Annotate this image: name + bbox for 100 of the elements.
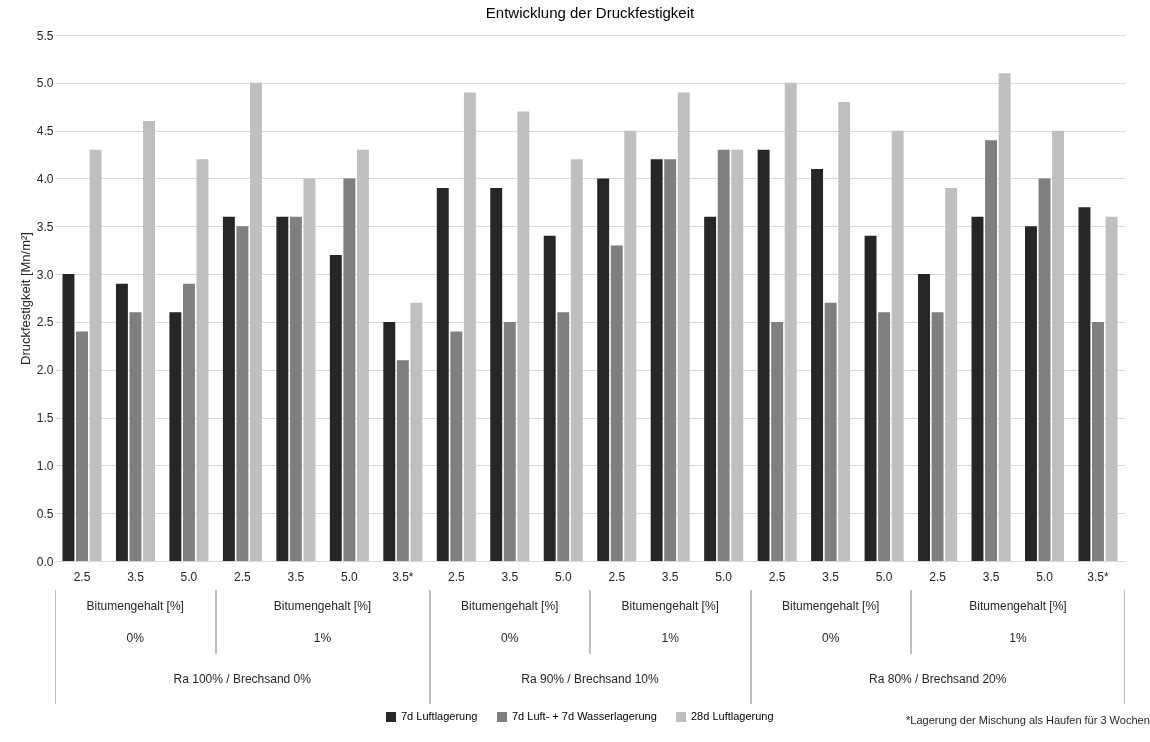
bar — [650, 159, 663, 561]
bar — [543, 235, 556, 561]
bar — [89, 149, 102, 561]
bar — [1105, 216, 1118, 561]
legend-label: 7d Luftlagerung — [401, 710, 478, 722]
x-tick-label: 3.5* — [1087, 569, 1109, 584]
x-tick-label: 3.5 — [982, 569, 1000, 584]
x-tick-label: 3.5 — [822, 569, 840, 584]
bar — [771, 321, 784, 561]
y-tick-label: 3.5 — [36, 219, 54, 234]
bar — [303, 178, 316, 561]
chart-title: Entwicklung der Druckfestigkeit — [485, 4, 696, 21]
x-tick-label: 2.5 — [768, 569, 786, 584]
bar — [624, 130, 637, 561]
text: *Lagerung der Mischung als Haufen für 3 Wochen — [906, 714, 1150, 726]
y-tick-label: 3.0 — [36, 267, 54, 282]
bar — [196, 159, 209, 561]
bar — [76, 331, 88, 561]
bar — [717, 149, 730, 561]
bar — [289, 216, 302, 561]
bar — [129, 312, 142, 561]
x-tick-label: 5.0 — [1036, 569, 1054, 584]
bar — [410, 302, 423, 561]
x-tick-label: 2.5 — [447, 569, 465, 584]
text: 0% — [55, 622, 216, 654]
bar — [490, 188, 503, 561]
text: Bitumengehalt [%] — [215, 590, 430, 622]
bar — [704, 216, 717, 561]
x-tick-label: 2.5 — [929, 569, 947, 584]
y-tick-label: 1.5 — [36, 411, 54, 426]
text: Ra 90% / Brechsand 10% — [429, 654, 751, 704]
bar — [757, 149, 770, 561]
bar — [824, 302, 837, 561]
text: Bitumengehalt [%] — [911, 590, 1125, 622]
text: Bitumengehalt [%] — [55, 590, 216, 622]
bar — [971, 216, 984, 561]
bar — [517, 111, 530, 561]
y-tick-label: 0.0 — [36, 554, 54, 569]
y-axis-title: Druckfestigkeit [Mn/m²] — [17, 232, 33, 365]
bar — [276, 216, 289, 561]
bar — [383, 321, 396, 561]
x-tick-label: 5.0 — [180, 569, 198, 584]
bar — [1078, 207, 1091, 561]
bar — [998, 73, 1011, 561]
bar — [878, 312, 891, 561]
text: Bitumengehalt [%] — [590, 590, 751, 622]
bar — [811, 168, 824, 561]
y-tick-label: 4.0 — [36, 171, 54, 186]
bar — [503, 321, 516, 561]
bar — [664, 159, 677, 561]
y-tick-label: 5.5 — [36, 28, 54, 43]
x-tick-label: 3.5 — [287, 569, 305, 584]
y-tick-label: 1.0 — [36, 458, 54, 473]
bar — [436, 188, 449, 561]
bar — [945, 188, 958, 561]
bar — [597, 178, 610, 561]
bar — [182, 283, 195, 561]
bar — [677, 92, 690, 561]
bar — [450, 331, 463, 561]
bar — [838, 101, 851, 561]
x-tick-label: 3.5 — [127, 569, 145, 584]
bar — [985, 140, 998, 561]
text: Bitumengehalt [%] — [750, 590, 911, 622]
text: 1% — [911, 622, 1125, 654]
bar — [1052, 130, 1065, 561]
bar — [918, 274, 930, 561]
legend-label: 7d Luft- + 7d Wasserlagerung — [512, 710, 657, 722]
x-tick-label: 3.5 — [661, 569, 679, 584]
bar — [610, 245, 623, 561]
bar — [236, 226, 249, 561]
y-tick-label: 2.5 — [36, 315, 54, 330]
text: 0% — [429, 622, 590, 654]
bar — [891, 130, 904, 561]
bar — [1092, 321, 1104, 561]
bar — [731, 149, 744, 561]
bar — [143, 121, 155, 561]
bar — [463, 92, 476, 561]
bar — [570, 159, 583, 561]
bar — [1025, 226, 1037, 561]
bar — [222, 216, 235, 561]
x-tick-label: 5.0 — [341, 569, 359, 584]
legend-label: 28d Luftlagerung — [691, 710, 774, 722]
bar — [250, 82, 262, 561]
bar — [169, 312, 182, 561]
text: Ra 80% / Brechsand 20% — [750, 654, 1125, 704]
bar — [396, 360, 409, 561]
y-tick-label: 2.0 — [36, 363, 54, 378]
text: 1% — [215, 622, 430, 654]
text: 0% — [750, 622, 911, 654]
y-tick-label: 0.5 — [36, 506, 54, 521]
bar — [115, 283, 128, 561]
bar — [864, 235, 877, 561]
bar — [784, 82, 797, 561]
bar — [62, 274, 75, 561]
x-tick-label: 3.5* — [392, 569, 414, 584]
text: Ra 100% / Brechsand 0% — [55, 654, 430, 704]
bar — [557, 312, 570, 561]
text: 1% — [590, 622, 751, 654]
x-tick-label: 5.0 — [715, 569, 733, 584]
bar — [1038, 178, 1051, 561]
